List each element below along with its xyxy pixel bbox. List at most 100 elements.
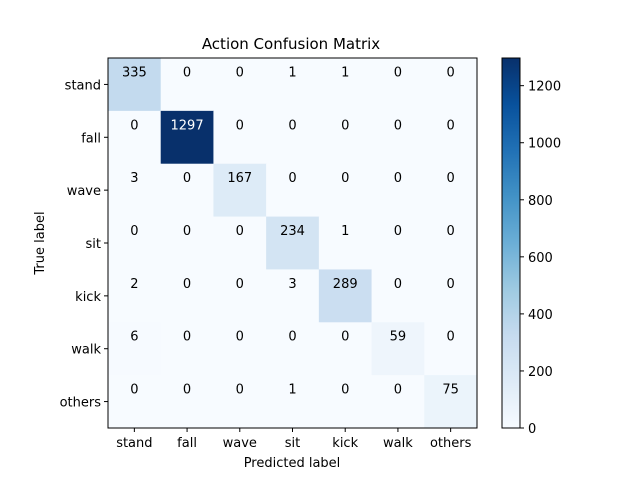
cell-value-label: 289 [333,277,358,292]
x-tick-label: kick [332,436,358,451]
matrix-cell [213,269,267,323]
matrix-cell [371,110,425,165]
matrix-cells: 335 0 0 1 1 0 0 0 1297 0 0 0 0 0 3 0 167 0 0 0 0 0 0 0 234 1 0 0 2 0 0… [108,58,478,429]
y-tick-label: walk [71,343,101,358]
matrix-cell [371,216,425,270]
matrix-cell [318,269,373,323]
matrix-cell [160,322,214,376]
matrix-cell [213,163,267,218]
matrix-cell [266,163,320,218]
cell-value-label: 0 [130,224,138,239]
matrix-cell [266,216,320,270]
colorbar-tick-label: 1200 [528,80,561,95]
matrix-cell [318,375,373,429]
cell-value-label: 1 [288,65,296,80]
cell-value-label: 0 [236,383,244,398]
cell-value-label: 1 [341,65,349,80]
cell-value-label: 0 [130,383,138,398]
x-tick-label: others [430,436,472,451]
matrix-cell [424,375,478,429]
cell-value-label: 0 [447,224,455,239]
matrix-cell [160,110,214,165]
cell-value-label: 0 [394,383,402,398]
cell-value-label: 234 [280,224,305,239]
cell-value-label: 0 [183,171,191,186]
cell-value-label: 0 [447,171,455,186]
x-axis: stand fall wave sit kick walk others [116,428,472,451]
cell-value-label: 0 [447,65,455,80]
x-tick-label: wave [223,436,257,451]
matrix-cell [371,58,425,112]
matrix-cell [266,58,320,112]
cell-value-label: 0 [288,171,296,186]
colorbar-tick-label: 200 [528,365,553,380]
cell-value-label: 1297 [171,118,204,133]
cell-value-label: 167 [227,171,252,186]
cell-value-label: 2 [130,277,138,292]
x-tick-label: stand [116,436,152,451]
cell-value-label: 75 [442,383,459,398]
cell-value-label: 0 [183,65,191,80]
cell-value-label: 0 [447,118,455,133]
colorbar-tick-label: 600 [528,251,553,266]
matrix-cell [424,163,478,218]
y-axis: stand fall wave sit kick walk others [60,78,108,411]
matrix-cell [424,322,478,376]
matrix-cell [160,163,214,218]
cell-value-label: 0 [288,330,296,345]
cell-value-label: 0 [394,118,402,133]
x-tick-label: sit [285,436,300,451]
cell-value-label: 1 [341,224,349,239]
cell-value-label: 0 [130,118,138,133]
cell-value-label: 0 [183,277,191,292]
x-tick-label: fall [177,436,197,451]
matrix-cell [108,216,162,270]
matrix-cell [213,58,267,112]
colorbar-tick-label: 0 [528,422,536,437]
cell-value-label: 0 [394,171,402,186]
matrix-cell [108,58,162,112]
y-tick-label: sit [86,237,101,252]
matrix-cell [160,269,214,323]
matrix-cell [318,110,373,165]
y-axis-label: True label [33,211,48,275]
matrix-cell [266,375,320,429]
y-tick-label: stand [65,78,101,93]
matrix-cell [213,322,267,376]
cell-value-label: 0 [447,330,455,345]
matrix-cell [318,163,373,218]
y-tick-label: kick [75,290,101,305]
cell-value-label: 335 [122,65,147,80]
cell-value-label: 0 [447,277,455,292]
x-tick-label: walk [383,436,413,451]
matrix-cell [318,322,373,376]
chart-title: Action Confusion Matrix [202,35,380,53]
cell-value-label: 3 [130,171,138,186]
cell-value-label: 0 [341,171,349,186]
cell-value-label: 0 [341,118,349,133]
y-tick-label: wave [67,184,101,199]
matrix-cell [266,322,320,376]
colorbar-axis: 0 200 400 600 800 1000 1200 [520,80,561,437]
cell-value-label: 0 [236,277,244,292]
cell-value-label: 0 [183,330,191,345]
cell-value-label: 6 [130,330,138,345]
y-tick-label: others [60,396,102,411]
cell-value-label: 0 [394,224,402,239]
cell-value-label: 0 [183,383,191,398]
matrix-cell [213,110,267,165]
matrix-cell [371,322,425,376]
matrix-cell [108,269,162,323]
cell-value-label: 3 [288,277,296,292]
matrix-cell [213,375,267,429]
matrix-cell [108,322,162,376]
matrix-cell [318,216,373,270]
colorbar-tick-label: 800 [528,194,553,209]
cell-value-label: 0 [236,65,244,80]
cell-value-label: 59 [390,330,407,345]
cell-value-label: 0 [183,224,191,239]
matrix-cell [266,110,320,165]
matrix-cell [108,163,162,218]
matrix-cell [213,216,267,270]
